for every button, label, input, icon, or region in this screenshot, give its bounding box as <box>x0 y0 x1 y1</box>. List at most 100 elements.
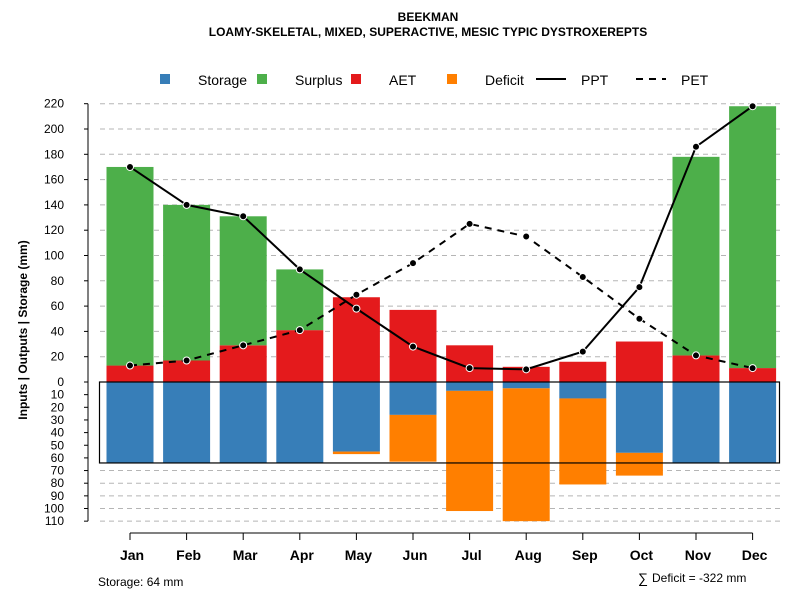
y-tick-label-lower-60: 60 <box>51 451 65 465</box>
x-tick-label-jul: Jul <box>461 547 481 563</box>
bar-storage-dec <box>729 382 777 463</box>
point-ppt-oct <box>635 283 644 292</box>
legend-label-ppt: PPT <box>581 72 609 88</box>
bar-storage-jul <box>446 382 494 391</box>
bar-surplus-jan <box>106 166 154 366</box>
y-tick-label-upper-120: 120 <box>44 223 64 237</box>
point-ppt-jan <box>126 162 134 171</box>
y-tick-label-lower-70: 70 <box>51 464 65 478</box>
deficit-total: Deficit = -322 mm <box>652 571 746 585</box>
point-pet-may <box>352 290 361 299</box>
bar-aet-aug <box>502 366 550 382</box>
y-tick-label-lower-40: 40 <box>51 426 65 440</box>
bar-aet-apr <box>276 330 324 382</box>
x-tick-label-sep: Sep <box>572 547 598 563</box>
point-ppt-dec <box>748 102 757 111</box>
bar-deficit-sep <box>559 398 607 485</box>
point-pet-dec <box>748 364 757 373</box>
y-tick-label-lower-20: 20 <box>51 400 65 414</box>
bar-aet-feb <box>163 360 211 382</box>
legend-label-aet: AET <box>389 72 417 88</box>
bar-deficit-jul <box>446 390 494 512</box>
point-pet-mar <box>239 341 248 350</box>
y-tick-label-upper-220: 220 <box>44 97 64 111</box>
bar-storage-nov <box>672 382 720 463</box>
bar-surplus-mar <box>219 216 267 346</box>
x-tick-label-may: May <box>345 547 372 563</box>
storage-note: Storage: 64 mm <box>98 575 183 589</box>
y-tick-label-upper-180: 180 <box>44 147 64 161</box>
point-ppt-jul <box>465 364 474 373</box>
bar-deficit-aug <box>502 388 550 522</box>
y-tick-label-lower-100: 100 <box>44 502 64 516</box>
bar-aet-jul <box>446 345 494 382</box>
chart-title: BEEKMAN <box>398 10 459 24</box>
x-tick-label-jan: Jan <box>120 547 144 563</box>
storage-capacity-box <box>98 381 781 464</box>
x-tick-label-mar: Mar <box>233 547 258 563</box>
gridlines <box>100 103 782 522</box>
bar-aet-dec <box>729 368 777 382</box>
bar-deficit-oct <box>615 452 663 476</box>
bar-aet-mar <box>219 345 267 382</box>
lines <box>126 102 757 374</box>
x-tick-label-aug: Aug <box>515 547 542 563</box>
y-tick-label-lower-90: 90 <box>51 489 65 503</box>
line-ppt <box>129 105 754 371</box>
point-pet-nov <box>692 351 700 360</box>
point-ppt-feb <box>182 200 191 209</box>
legend-label-pet: PET <box>681 72 709 88</box>
point-pet-jan <box>126 361 134 370</box>
legend-label-surplus: Surplus <box>295 72 342 88</box>
bar-storage-feb <box>163 382 211 463</box>
point-pet-jul <box>465 219 474 228</box>
legend-swatch-surplus <box>257 74 267 84</box>
chart-subtitle: LOAMY-SKELETAL, MIXED, SUPERACTIVE, MESI… <box>209 25 648 39</box>
bars <box>98 106 781 522</box>
y-tick-label-lower-110: 110 <box>45 514 64 528</box>
sum-symbol: ∑ <box>638 570 648 586</box>
point-ppt-sep <box>578 347 587 356</box>
point-pet-jun <box>409 259 417 268</box>
bar-deficit-jun <box>389 414 437 462</box>
x-tick-label-nov: Nov <box>685 547 712 563</box>
bar-storage-apr <box>276 382 324 463</box>
y-tick-label-lower-80: 80 <box>51 476 65 490</box>
point-ppt-jun <box>409 342 417 351</box>
bar-storage-sep <box>559 382 607 399</box>
point-pet-oct <box>635 314 644 323</box>
y-axis-label: Inputs | Outputs | Storage (mm) <box>16 240 30 419</box>
bar-surplus-nov <box>672 156 720 356</box>
legend-swatch-storage <box>160 74 170 84</box>
bar-storage-jun <box>389 382 437 415</box>
point-ppt-apr <box>295 265 304 274</box>
point-ppt-nov <box>692 142 700 151</box>
bar-deficit-may <box>332 451 380 455</box>
x-tick-label-apr: Apr <box>290 547 315 563</box>
x-tick-label-dec: Dec <box>742 547 768 563</box>
bar-surplus-dec <box>729 106 777 369</box>
point-pet-aug <box>522 232 531 241</box>
bar-storage-aug <box>502 382 550 389</box>
point-pet-sep <box>578 273 587 282</box>
bar-storage-may <box>332 382 380 452</box>
point-ppt-may <box>352 304 361 313</box>
y-tick-label-upper-140: 140 <box>44 198 64 212</box>
bar-storage-jan <box>106 382 154 463</box>
bar-surplus-feb <box>163 204 211 361</box>
point-pet-apr <box>295 326 304 335</box>
bar-surplus-apr <box>276 269 324 331</box>
y-tick-label-lower-30: 30 <box>51 413 65 427</box>
bar-aet-jan <box>106 365 154 382</box>
x-tick-label-oct: Oct <box>630 547 654 563</box>
x-tick-label-jun: Jun <box>403 547 428 563</box>
y-tick-label-lower-10: 10 <box>51 388 65 402</box>
bar-storage-oct <box>615 382 663 453</box>
legend-label-deficit: Deficit <box>485 72 524 88</box>
axes: 0204060801001201401601802002201020304050… <box>44 97 768 563</box>
legend-swatch-aet <box>351 74 361 84</box>
line-pet <box>129 222 753 370</box>
y-tick-label-upper-0: 0 <box>57 375 64 389</box>
bar-aet-sep <box>559 361 607 382</box>
